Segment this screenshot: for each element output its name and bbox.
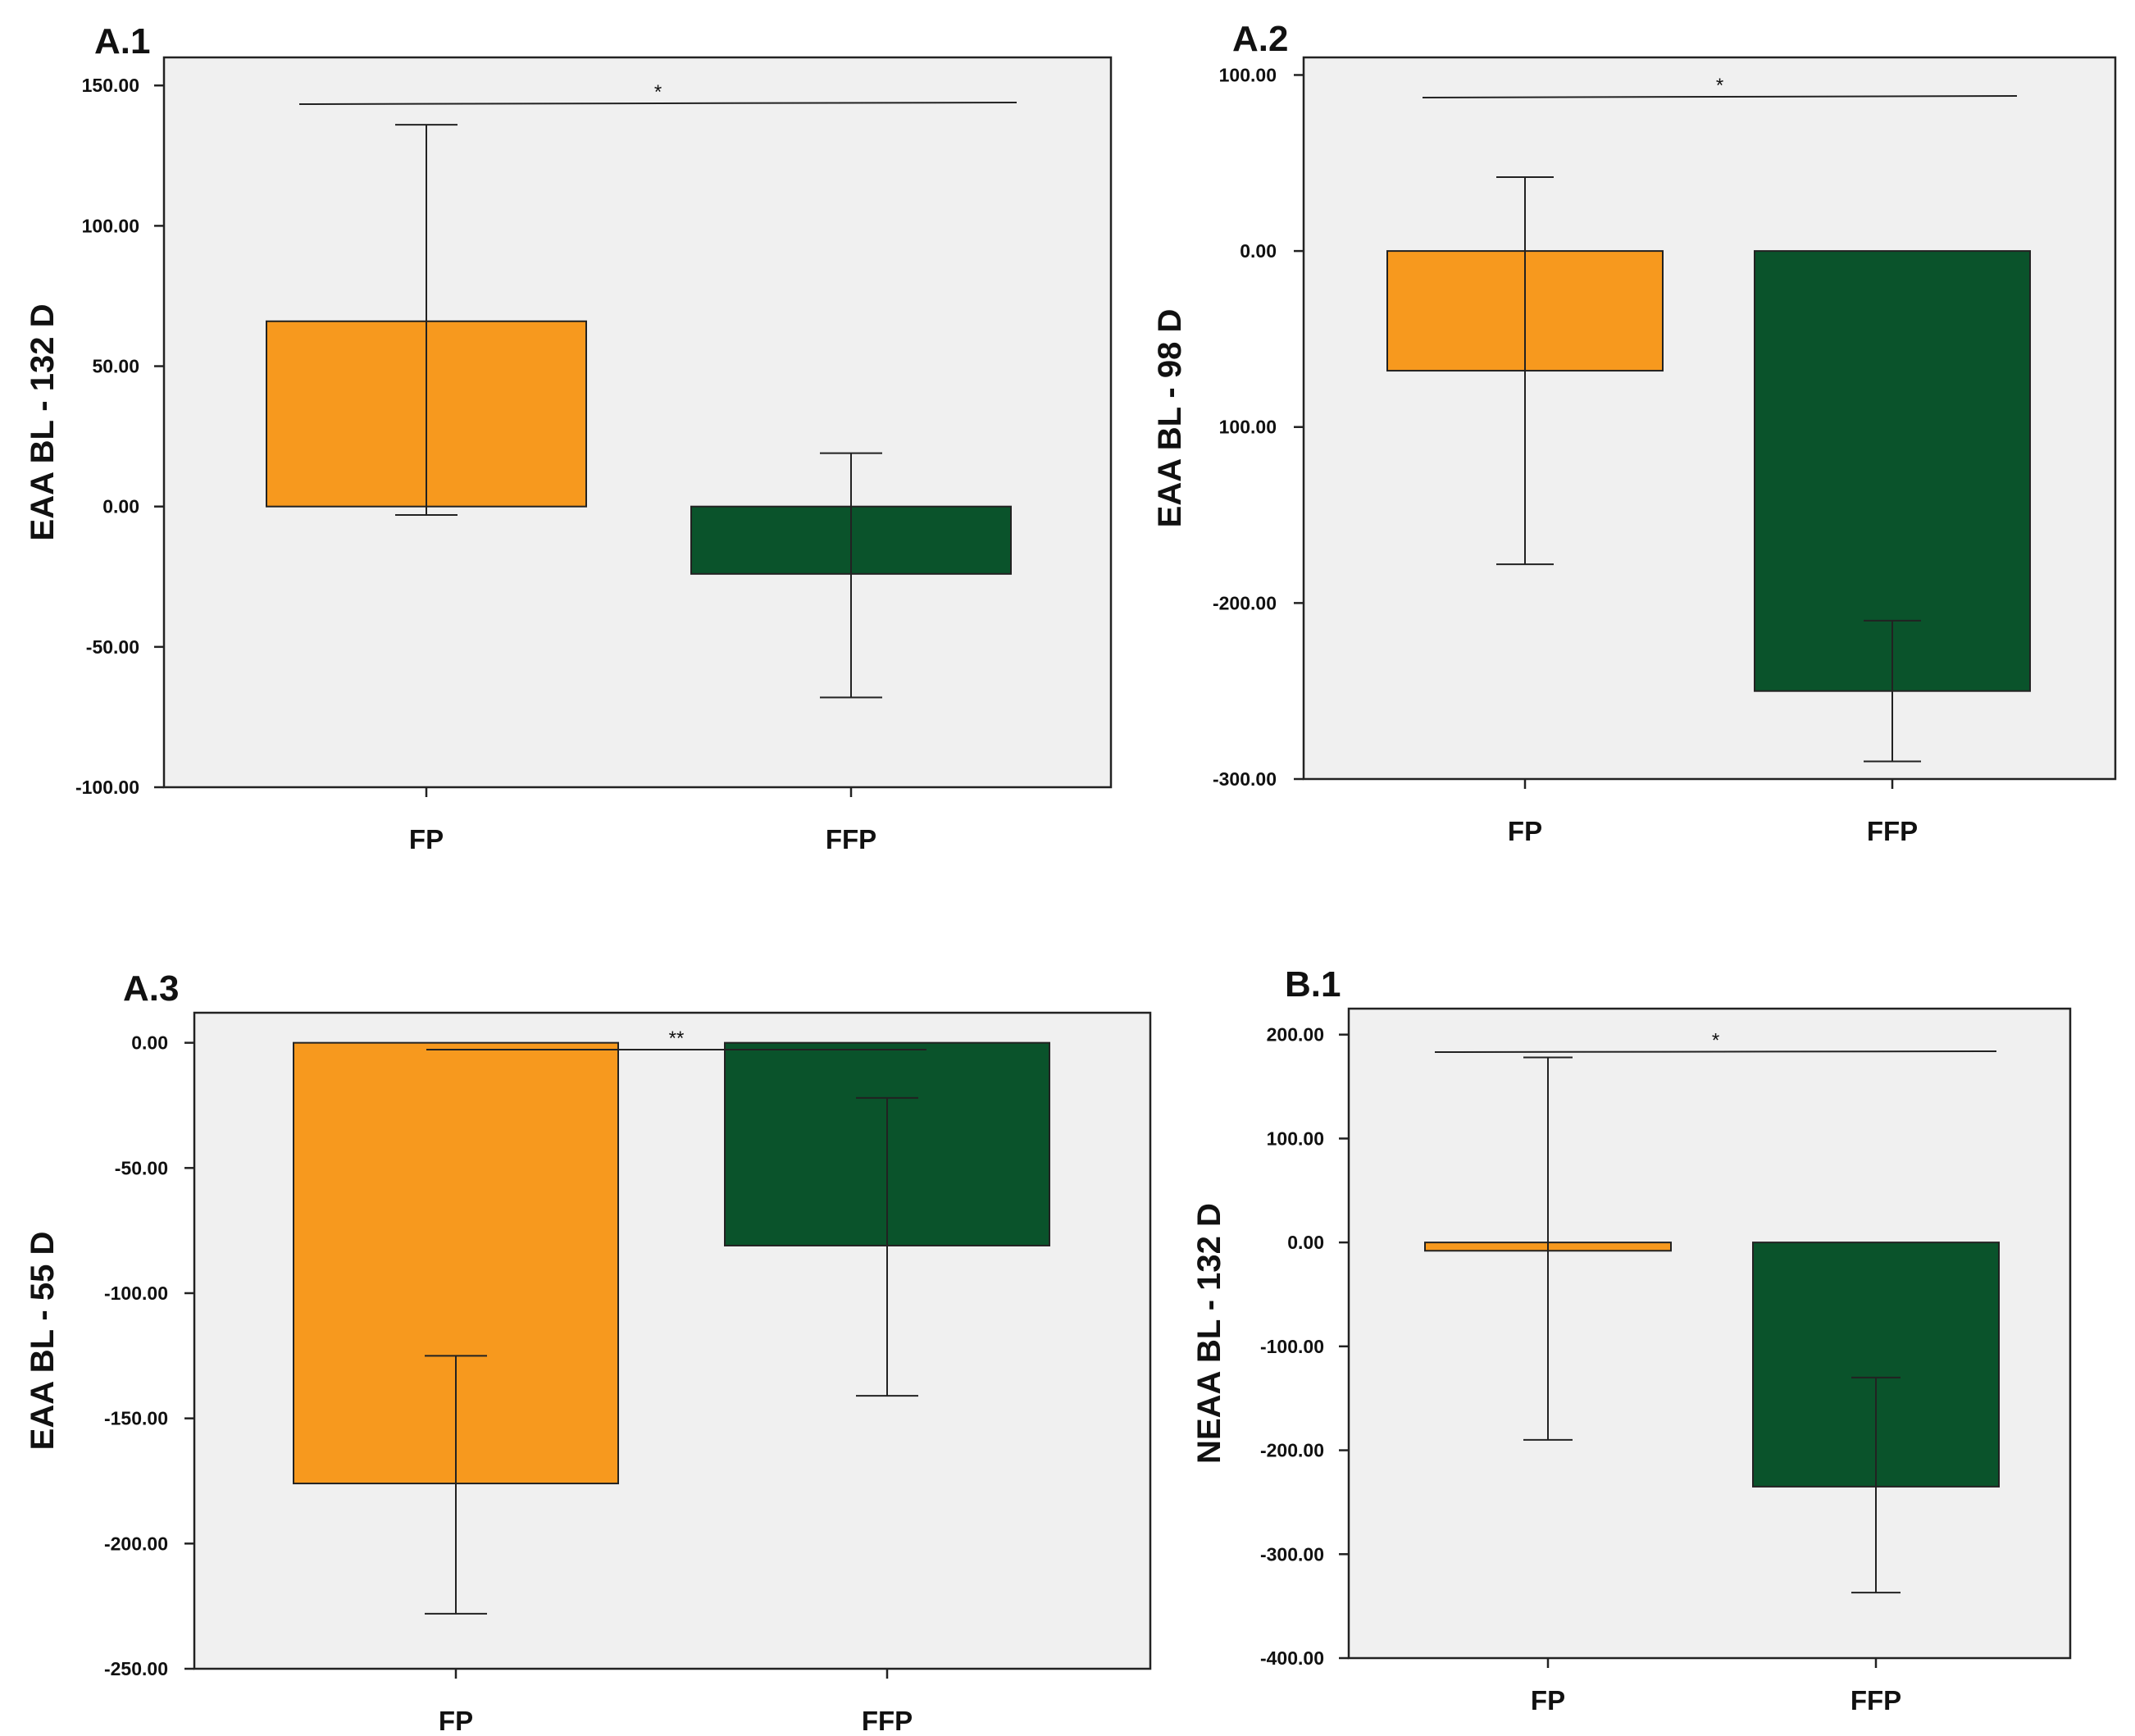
y-tick-label: 100.00 [1219, 64, 1277, 85]
panel-label: A.1 [94, 21, 150, 62]
y-axis-title: EAA BL - 132 D [25, 304, 61, 541]
significance-line [1422, 95, 2018, 98]
y-tick-label: 100.00 [82, 215, 139, 236]
x-tick-label: FFP [862, 1706, 913, 1736]
x-tick-label: FP [409, 824, 444, 854]
x-tick-label: FP [439, 1706, 473, 1736]
significance-line [298, 102, 1017, 105]
y-tick-label: 50.00 [92, 356, 139, 377]
y-tick-label: 200.00 [1267, 1024, 1324, 1046]
y-tick-label: -250.00 [104, 1658, 168, 1679]
y-tick-label: -200.00 [104, 1533, 168, 1554]
y-tick-label: 0.00 [131, 1032, 168, 1054]
y-axis-title: EAA BL - 55 D [25, 1232, 61, 1451]
y-tick-label: 0.00 [1287, 1232, 1324, 1253]
y-tick-label: 150.00 [82, 75, 139, 96]
significance-marker: * [1716, 75, 1723, 97]
significance-marker: * [654, 81, 662, 103]
y-tick-label: -100.00 [1260, 1336, 1324, 1357]
y-axis-title: EAA BL - 98 D [1152, 309, 1188, 528]
panel-label: A.2 [1232, 19, 1288, 59]
y-tick-label: 100.00 [1219, 417, 1277, 438]
y-tick-label: -300.00 [1260, 1543, 1324, 1565]
y-tick-label: -200.00 [1213, 592, 1277, 613]
significance-line [1434, 1050, 1997, 1053]
significance-marker: * [1712, 1030, 1719, 1052]
y-tick-label: -200.00 [1260, 1440, 1324, 1461]
x-tick-label: FFP [1850, 1685, 1901, 1715]
x-tick-label: FP [1508, 816, 1542, 846]
x-tick-label: FFP [826, 824, 876, 854]
bar-ffp [1754, 250, 2031, 692]
y-tick-label: 0.00 [102, 496, 139, 517]
y-tick-label: -100.00 [104, 1283, 168, 1304]
y-tick-label: 100.00 [1267, 1128, 1324, 1149]
x-tick-label: FFP [1867, 816, 1918, 846]
bar-ffp [1752, 1242, 2000, 1488]
panel-label: A.3 [123, 968, 179, 1009]
y-tick-label: -300.00 [1213, 768, 1277, 790]
y-tick-label: -50.00 [115, 1157, 168, 1178]
y-axis-title: NEAA BL - 132 D [1191, 1203, 1227, 1464]
significance-marker: ** [669, 1027, 685, 1050]
y-tick-label: 0.00 [1240, 240, 1277, 262]
y-tick-label: -100.00 [75, 777, 139, 798]
y-tick-label: -400.00 [1260, 1647, 1324, 1669]
panel-label: B.1 [1285, 964, 1341, 1005]
y-tick-label: -150.00 [104, 1408, 168, 1429]
y-tick-label: -50.00 [86, 636, 139, 658]
x-tick-label: FP [1531, 1685, 1565, 1715]
